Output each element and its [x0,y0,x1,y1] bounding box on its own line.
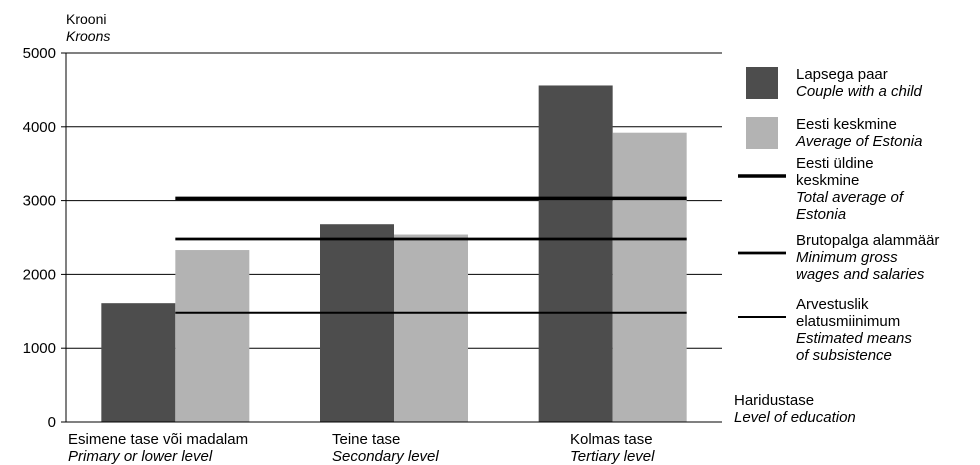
bar-1-0 [175,250,250,422]
x-category-label: Teine tase [332,431,400,448]
legend-ref-label: elatusmiinimum [796,313,900,330]
x-category-label-en: Secondary level [332,448,439,465]
x-axis-label-et: Haridustase [734,392,814,409]
x-category-label-en: Tertiary level [570,448,655,465]
bar-1-2 [612,132,687,423]
y-axis-label-en: Kroons [66,28,110,44]
legend-label: Eesti keskmine [796,116,897,133]
y-axis-label-et: Krooni [66,11,106,27]
y-tick-label: 3000 [23,193,56,210]
legend-ref-label: keskmine [796,172,859,189]
y-tick-label: 4000 [23,119,56,136]
legend-ref-label: of subsistence [796,347,892,364]
y-tick-label: 1000 [23,340,56,357]
bar-0-1 [320,224,394,422]
legend-ref-label: Estimated means [796,330,912,347]
y-axis-ticks: 0 1000 2000 3000 4000 5000 [23,45,66,431]
bars [101,85,687,423]
legend-ref-label: wages and salaries [796,266,925,283]
legend-swatch-0 [746,67,778,99]
y-tick-label: 2000 [23,266,56,283]
legend-ref-label: Arvestuslik [796,296,869,313]
x-axis-label-en: Level of education [734,409,856,426]
legend-ref-label: Estonia [796,206,846,223]
bar-1-1 [394,234,468,422]
bar-0-0 [101,303,176,422]
reference-lines [175,196,687,314]
legend-label-en: Couple with a child [796,83,923,100]
x-category-label: Esimene tase või madalam [68,431,248,448]
x-category-label-en: Primary or lower level [68,448,213,465]
x-category-label: Kolmas tase [570,431,653,448]
legend-ref-label: Eesti üldine [796,155,874,172]
legend-ref-label: Total average of [796,189,905,206]
y-tick-label: 5000 [23,45,56,62]
legend-ref-label: Minimum gross [796,249,898,266]
bar-0-2 [538,85,613,423]
legend-label: Lapsega paar [796,66,888,83]
legend-swatch-1 [746,117,778,149]
legend-ref-label: Brutopalga alammäär [796,232,939,249]
y-tick-label: 0 [48,414,56,431]
legend-label-en: Average of Estonia [795,133,922,150]
